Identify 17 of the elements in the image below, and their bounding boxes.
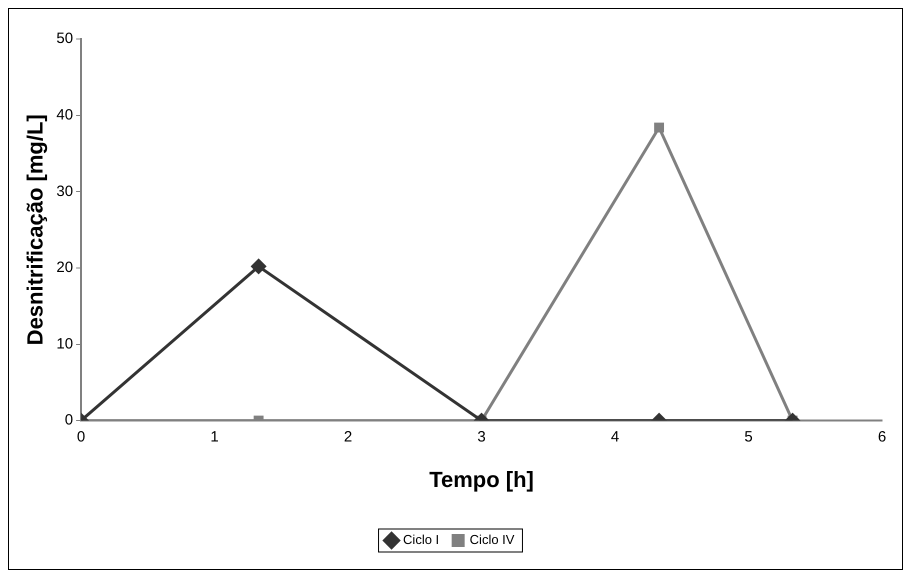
y-axis-title: Desnitrificação [mg/L] xyxy=(22,114,48,346)
legend-label: Ciclo IV xyxy=(470,532,515,548)
x-tick-label: 0 xyxy=(76,428,86,446)
x-tick-label: 4 xyxy=(610,428,620,446)
x-tick-label: 1 xyxy=(210,428,219,446)
x-tick-label: 6 xyxy=(878,428,886,446)
y-tick-label: 0 xyxy=(64,412,74,429)
y-tick-label: 40 xyxy=(56,106,74,124)
x-tick-label: 2 xyxy=(344,428,352,446)
y-tick-label: 10 xyxy=(56,335,74,352)
y-tick-label: 50 xyxy=(56,30,74,48)
y-tick-label: 20 xyxy=(56,259,74,276)
legend-label: Ciclo I xyxy=(403,532,440,548)
y-tick-label: 30 xyxy=(56,182,74,200)
x-tick-label: 3 xyxy=(477,428,486,446)
x-axis-title: Tempo [h] xyxy=(429,466,534,492)
x-tick-label: 5 xyxy=(744,428,753,446)
